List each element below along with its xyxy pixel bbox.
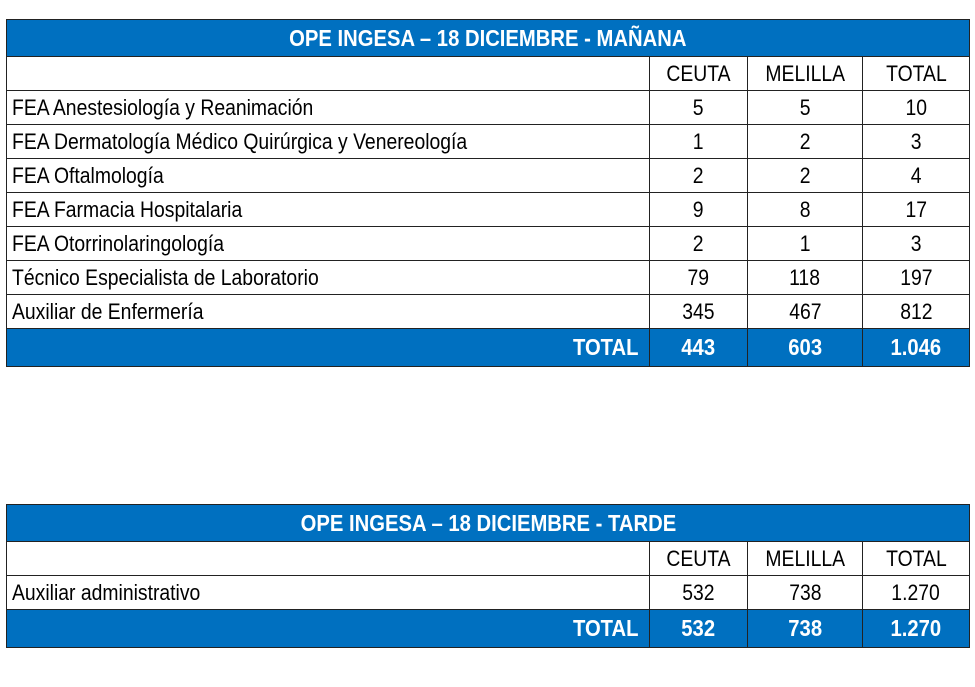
- row-label: FEA Oftalmología: [6, 158, 650, 193]
- header-melilla: MELILLA: [747, 56, 863, 91]
- total-label: TOTAL: [6, 328, 650, 367]
- row-melilla: 5: [747, 90, 863, 125]
- table-row: FEA Farmacia Hospitalaria 9 8 17: [6, 192, 971, 227]
- total-total: 1.046: [861, 328, 971, 367]
- table-row: FEA Dermatología Médico Quirúrgica y Ven…: [6, 124, 971, 159]
- row-melilla: 8: [747, 192, 863, 227]
- total-ceuta: 443: [649, 328, 748, 367]
- morning-total-row: TOTAL 443 603 1.046: [6, 328, 971, 367]
- row-label: FEA Anestesiología y Reanimación: [6, 90, 650, 125]
- header-empty-cell: [6, 541, 650, 576]
- row-ceuta: 1: [649, 124, 748, 159]
- row-label: FEA Farmacia Hospitalaria: [6, 192, 650, 227]
- table-row: FEA Otorrinolaringología 2 1 3: [6, 226, 971, 261]
- afternoon-title-row: OPE INGESA – 18 DICIEMBRE - TARDE: [5, 504, 971, 542]
- row-label: Auxiliar de Enfermería: [6, 294, 650, 329]
- total-ceuta: 532: [649, 609, 748, 648]
- row-melilla: 738: [747, 575, 863, 610]
- afternoon-table-title: OPE INGESA – 18 DICIEMBRE - TARDE: [5, 504, 971, 542]
- morning-title-row: OPE INGESA – 18 DICIEMBRE - MAÑANA: [5, 19, 971, 57]
- row-label: Técnico Especialista de Laboratorio: [6, 260, 650, 295]
- table-row: FEA Anestesiología y Reanimación 5 5 10: [6, 90, 971, 125]
- header-total: TOTAL: [861, 56, 971, 91]
- row-melilla: 1: [747, 226, 863, 261]
- row-ceuta: 9: [649, 192, 748, 227]
- table-row: Auxiliar de Enfermería 345 467 812: [6, 294, 971, 329]
- row-total: 4: [861, 158, 971, 193]
- row-ceuta: 79: [649, 260, 748, 295]
- row-ceuta: 2: [649, 226, 748, 261]
- row-total: 812: [861, 294, 971, 329]
- header-melilla: MELILLA: [747, 541, 863, 576]
- row-total: 3: [861, 226, 971, 261]
- table-row: Técnico Especialista de Laboratorio 79 1…: [6, 260, 971, 295]
- row-total: 17: [861, 192, 971, 227]
- table-row: FEA Oftalmología 2 2 4: [6, 158, 971, 193]
- afternoon-table: OPE INGESA – 18 DICIEMBRE - TARDE CEUTA …: [5, 504, 971, 648]
- header-total: TOTAL: [861, 541, 971, 576]
- row-ceuta: 5: [649, 90, 748, 125]
- header-empty-cell: [6, 56, 650, 91]
- morning-table-title: OPE INGESA – 18 DICIEMBRE - MAÑANA: [5, 19, 971, 57]
- table-row: Auxiliar administrativo 532 738 1.270: [6, 575, 971, 610]
- header-ceuta: CEUTA: [649, 56, 748, 91]
- row-melilla: 118: [747, 260, 863, 295]
- row-ceuta: 345: [649, 294, 748, 329]
- row-melilla: 2: [747, 124, 863, 159]
- morning-header-row: CEUTA MELILLA TOTAL: [6, 56, 971, 91]
- header-ceuta: CEUTA: [649, 541, 748, 576]
- row-total: 10: [861, 90, 971, 125]
- row-label: FEA Dermatología Médico Quirúrgica y Ven…: [6, 124, 650, 159]
- row-melilla: 467: [747, 294, 863, 329]
- row-label: FEA Otorrinolaringología: [6, 226, 650, 261]
- row-total: 1.270: [861, 575, 971, 610]
- total-melilla: 603: [747, 328, 863, 367]
- row-melilla: 2: [747, 158, 863, 193]
- row-ceuta: 2: [649, 158, 748, 193]
- afternoon-header-row: CEUTA MELILLA TOTAL: [6, 541, 971, 576]
- row-ceuta: 532: [649, 575, 748, 610]
- row-total: 3: [861, 124, 971, 159]
- morning-table: OPE INGESA – 18 DICIEMBRE - MAÑANA CEUTA…: [5, 19, 971, 367]
- total-total: 1.270: [861, 609, 971, 648]
- total-melilla: 738: [747, 609, 863, 648]
- row-label: Auxiliar administrativo: [6, 575, 650, 610]
- afternoon-total-row: TOTAL 532 738 1.270: [6, 609, 971, 648]
- row-total: 197: [861, 260, 971, 295]
- total-label: TOTAL: [6, 609, 650, 648]
